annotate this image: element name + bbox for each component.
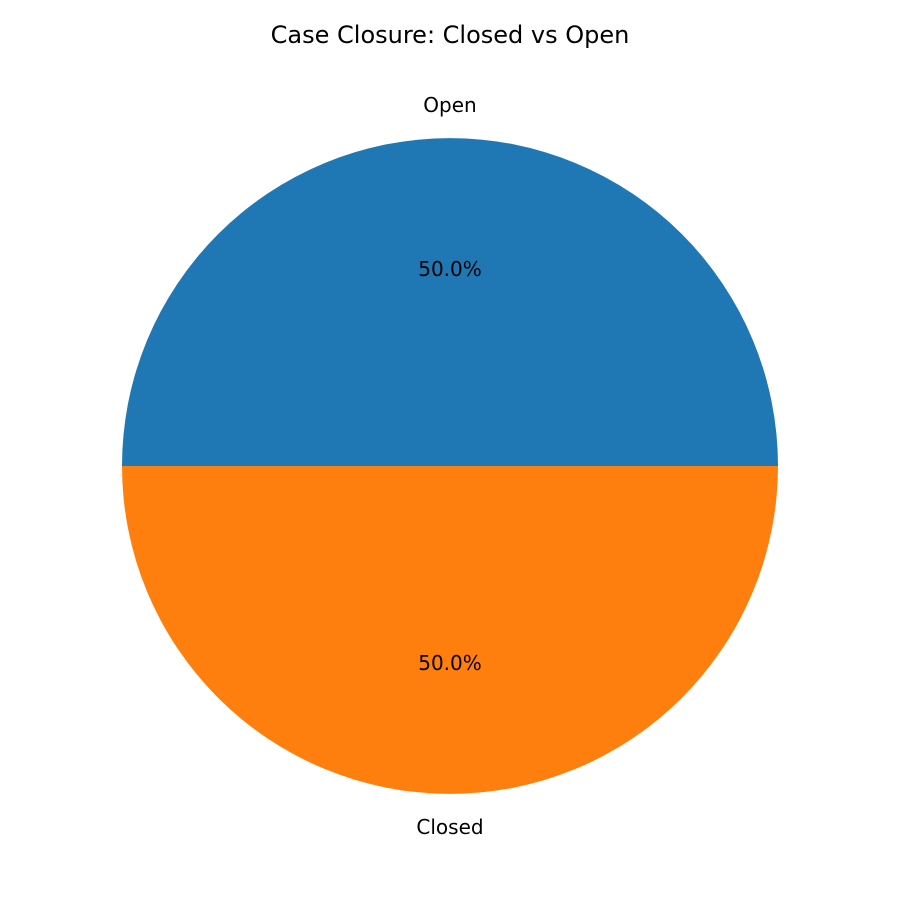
slice-label-open: Open	[423, 93, 476, 117]
pie-slices	[122, 138, 778, 794]
pie-slice-closed	[122, 466, 778, 794]
chart-title: Case Closure: Closed vs Open	[271, 21, 630, 49]
pie-slice-open	[122, 138, 778, 466]
slice-label-closed: Closed	[416, 815, 483, 839]
pie-labels: Open 50.0% Closed 50.0%	[416, 93, 483, 839]
slice-percent-closed: 50.0%	[418, 651, 482, 675]
slice-percent-open: 50.0%	[418, 257, 482, 281]
